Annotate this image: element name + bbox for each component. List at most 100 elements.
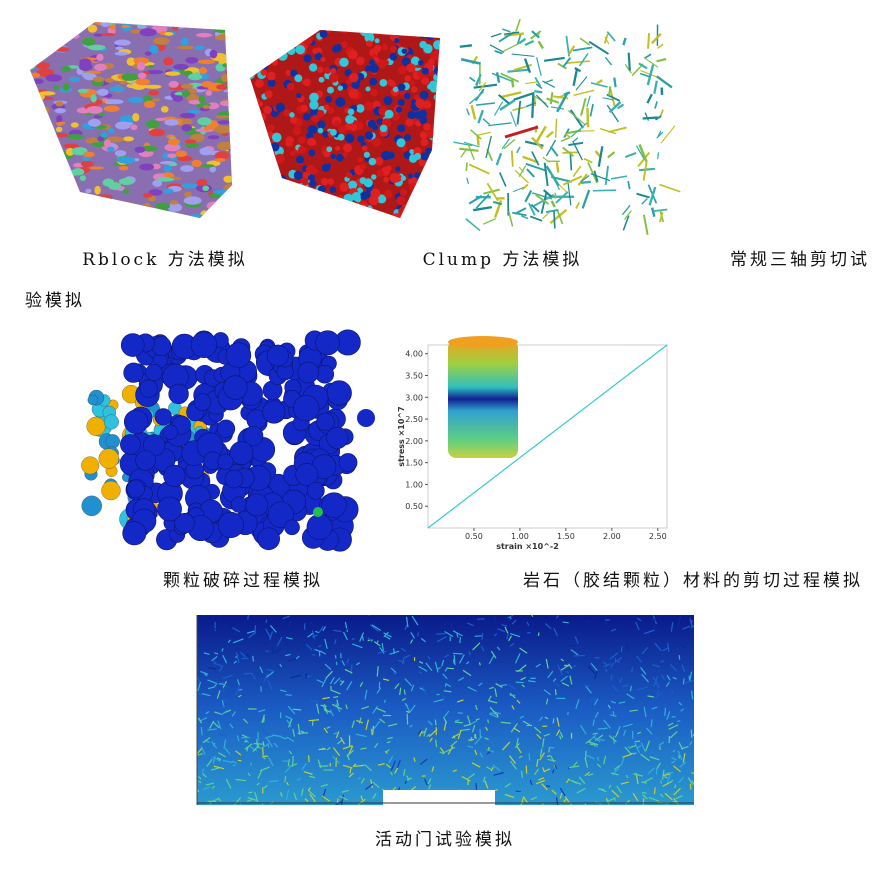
clump-ball: [353, 211, 360, 217]
contact-force: [516, 146, 521, 154]
particle: [151, 336, 172, 357]
particle-streak: [508, 755, 517, 764]
contact-force: [513, 91, 535, 101]
particle-streak: [531, 615, 534, 617]
grain: [181, 90, 191, 97]
particle-streak: [330, 689, 341, 695]
contact-force: [646, 93, 653, 104]
grain: [215, 205, 232, 213]
grain: [64, 23, 80, 27]
clump-ball: [398, 66, 407, 75]
clump-ball: [309, 63, 318, 72]
clump-ball: [317, 185, 326, 194]
grain: [103, 139, 111, 148]
particle-streak: [221, 648, 224, 652]
grain: [30, 23, 38, 27]
particle-streak: [481, 632, 484, 640]
particle-streak: [652, 664, 660, 668]
particle-streak: [202, 773, 207, 778]
clump-ball: [426, 129, 436, 139]
stress-strain-line: [427, 344, 668, 529]
grain: [126, 202, 133, 207]
clump-ball: [272, 212, 280, 218]
clump-ball: [328, 199, 337, 208]
particle-streak: [447, 745, 454, 755]
particle-streak: [396, 759, 401, 769]
fragment: [86, 416, 106, 436]
particle-streak: [452, 769, 457, 773]
particle-streak: [220, 710, 228, 716]
particle-streak: [263, 717, 265, 723]
grain: [39, 190, 56, 196]
particle-streak: [239, 801, 242, 805]
particle-streak: [309, 793, 316, 803]
particle-streak: [626, 643, 629, 651]
particle-streak: [607, 704, 611, 709]
contact-force: [563, 128, 570, 138]
grain: [86, 106, 103, 114]
grain: [194, 45, 206, 50]
particle-streak: [539, 752, 545, 761]
grain: [221, 73, 229, 83]
particle-streak: [246, 798, 253, 802]
grain: [145, 69, 164, 75]
contact-force: [482, 118, 491, 126]
particle-streak: [587, 773, 594, 777]
particle-streak: [251, 673, 257, 680]
clump-ball: [300, 197, 310, 207]
particle-streak: [238, 688, 243, 691]
clump-ball: [392, 30, 402, 35]
particle-streak: [597, 756, 600, 761]
particle-streak: [538, 777, 545, 781]
clump-ball: [312, 168, 318, 174]
particle-streak: [443, 690, 452, 693]
particle-streak: [472, 642, 481, 651]
grain: [168, 80, 179, 88]
grain: [216, 84, 230, 90]
contact-force: [622, 37, 627, 46]
grain: [85, 188, 92, 194]
clump-ball: [308, 174, 315, 182]
grain: [87, 24, 98, 33]
grain: [214, 151, 230, 160]
particle-streak: [576, 787, 586, 794]
particle-streak: [263, 673, 269, 683]
particle-streak: [641, 673, 650, 683]
clump-ball: [349, 123, 358, 132]
grain: [56, 114, 63, 124]
grain: [50, 192, 58, 198]
particle-streak: [334, 639, 337, 644]
particle-streak: [318, 625, 324, 634]
clump-ball: [317, 127, 324, 134]
trapdoor-image: [197, 615, 694, 805]
clump-ball: [372, 210, 380, 218]
particle-streak: [218, 752, 226, 758]
clump-ball: [423, 194, 431, 202]
grain: [111, 205, 126, 212]
particle-streak: [201, 768, 205, 773]
clump-ball: [329, 186, 337, 193]
particle-streak: [543, 733, 551, 737]
contact-force: [621, 204, 631, 216]
contact-force: [562, 175, 583, 186]
grain: [104, 77, 114, 83]
contact-force: [573, 89, 595, 96]
particle-streak: [603, 621, 608, 625]
particle-streak: [547, 755, 551, 758]
particle-streak: [548, 747, 551, 753]
grain: [97, 136, 105, 142]
particle-streak: [423, 727, 428, 737]
particle-streak: [514, 653, 521, 664]
contact-force: [555, 162, 560, 173]
particle-streak: [241, 734, 248, 738]
particle-streak: [369, 624, 379, 632]
clump-ball: [324, 66, 332, 74]
particle-streak: [376, 707, 387, 713]
clump-ball: [250, 99, 254, 107]
particle: [145, 363, 163, 381]
clump-ball: [347, 49, 358, 60]
particle-streak: [232, 627, 241, 633]
clump-ball: [250, 191, 258, 200]
particle: [313, 507, 323, 517]
